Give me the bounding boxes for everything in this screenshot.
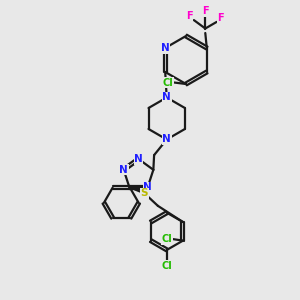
- Text: Cl: Cl: [163, 77, 173, 88]
- Text: N: N: [119, 165, 128, 175]
- Text: F: F: [202, 6, 208, 16]
- Text: Cl: Cl: [162, 234, 172, 244]
- Text: F: F: [186, 11, 193, 22]
- Text: Cl: Cl: [161, 261, 172, 271]
- Text: N: N: [162, 134, 171, 145]
- Text: N: N: [143, 182, 152, 192]
- Text: F: F: [218, 13, 224, 23]
- Text: S: S: [141, 188, 148, 198]
- Text: N: N: [161, 43, 170, 53]
- Text: N: N: [134, 154, 143, 164]
- Text: N: N: [162, 92, 171, 103]
